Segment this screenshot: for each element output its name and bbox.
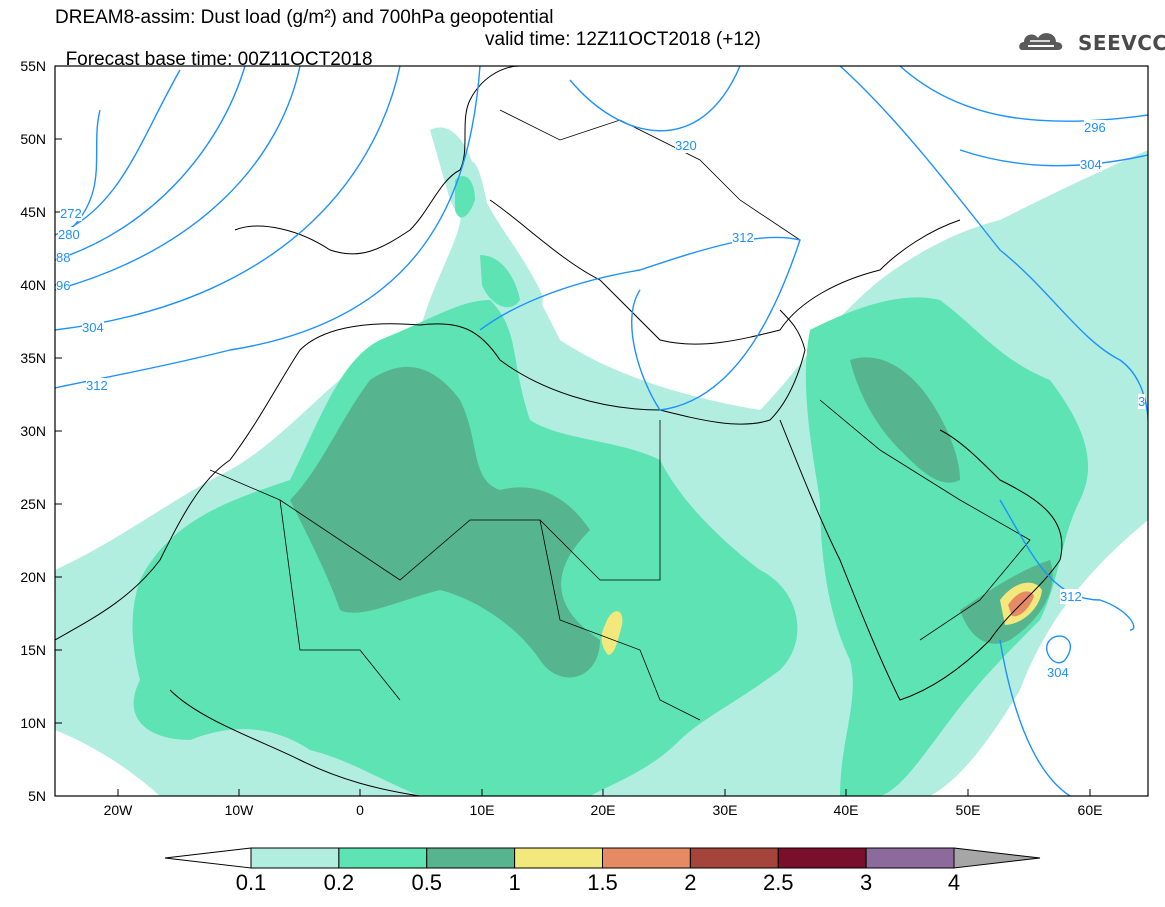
contour-label: 280 <box>58 227 80 242</box>
map-title: DREAM8-assim: Dust load (g/m²) and 700hP… <box>55 7 554 28</box>
lon-label: 10E <box>469 802 495 818</box>
dust-shading-dark <box>290 366 600 678</box>
coastline <box>489 199 961 345</box>
contour-label: 312 <box>1060 589 1082 604</box>
lon-label: 20E <box>590 802 616 818</box>
colorbar-label: 4 <box>947 870 961 895</box>
colorbar-label: 1.5 <box>587 870 618 895</box>
colorbar-label: 0.5 <box>411 870 443 895</box>
lat-label: 5N <box>28 788 46 804</box>
lat-label: 20N <box>20 569 46 585</box>
contour-label: 312 <box>86 378 108 393</box>
contour-label: 320 <box>675 138 697 153</box>
geopotential-contours <box>55 66 1148 796</box>
country-border <box>499 109 801 241</box>
lon-label: 0 <box>356 802 364 818</box>
coastline <box>779 419 1063 701</box>
lat-label: 45N <box>20 204 46 220</box>
base-time: Forecast base time: 00Z11OCT2018 <box>65 49 373 70</box>
lon-label: 60E <box>1077 802 1103 818</box>
lon-label: 10W <box>224 802 254 818</box>
lat-label: 40N <box>20 277 46 293</box>
lat-label: 10N <box>20 715 46 731</box>
dust-shading-light <box>430 127 543 311</box>
contour-label: 312 <box>732 230 754 245</box>
coastline <box>234 66 521 255</box>
dust-shading-medium <box>480 255 520 308</box>
colorbar-label: 0.1 <box>235 870 267 895</box>
lon-label: 50E <box>955 802 981 818</box>
lat-label: 35N <box>20 350 46 366</box>
dust-shading-medium <box>805 297 1089 796</box>
dust-shading-medium <box>455 176 475 218</box>
contour-label: 304 <box>1080 157 1102 172</box>
colorbar-label: 2.5 <box>762 870 794 895</box>
contour-label: 304 <box>82 320 104 335</box>
lat-label: 15N <box>20 642 46 658</box>
lat-label: 55N <box>20 58 46 74</box>
lat-label: 25N <box>20 496 46 512</box>
colorbar-label: 1 <box>508 870 521 895</box>
coastline <box>169 689 421 796</box>
contour-label: 3 <box>1138 394 1146 409</box>
lat-label: 50N <box>20 131 46 147</box>
country-border <box>539 519 701 721</box>
contour-label: 88 <box>56 250 71 265</box>
coastline <box>55 309 806 641</box>
cloud-logo-icon <box>1019 33 1063 50</box>
colorbar-label: 2 <box>684 870 697 895</box>
country-border <box>209 469 401 701</box>
lat-label: 30N <box>20 423 46 439</box>
lon-label: 30E <box>712 802 738 818</box>
contour-label: 296 <box>1084 120 1106 135</box>
contour-label: 304 <box>1047 665 1069 680</box>
colorbar-label: 0.2 <box>323 870 355 895</box>
country-border <box>819 399 1031 641</box>
dust-shading-yellow <box>601 611 623 655</box>
contour-label: 96 <box>56 278 71 293</box>
lon-label: 40E <box>833 802 859 818</box>
valid-time: valid time: 12Z11OCT2018 (+12) <box>485 29 761 50</box>
lon-ticks <box>117 789 1091 796</box>
colorbar-label: 3 <box>860 870 873 895</box>
logo-text: SEEVCCC <box>1078 31 1165 55</box>
dust-shading-dark <box>850 357 960 483</box>
map-subtitle: Forecast base time: 00Z11OCT2018 valid t… <box>55 30 761 90</box>
lon-label: 20W <box>103 802 133 818</box>
contour-label: 272 <box>60 206 82 221</box>
